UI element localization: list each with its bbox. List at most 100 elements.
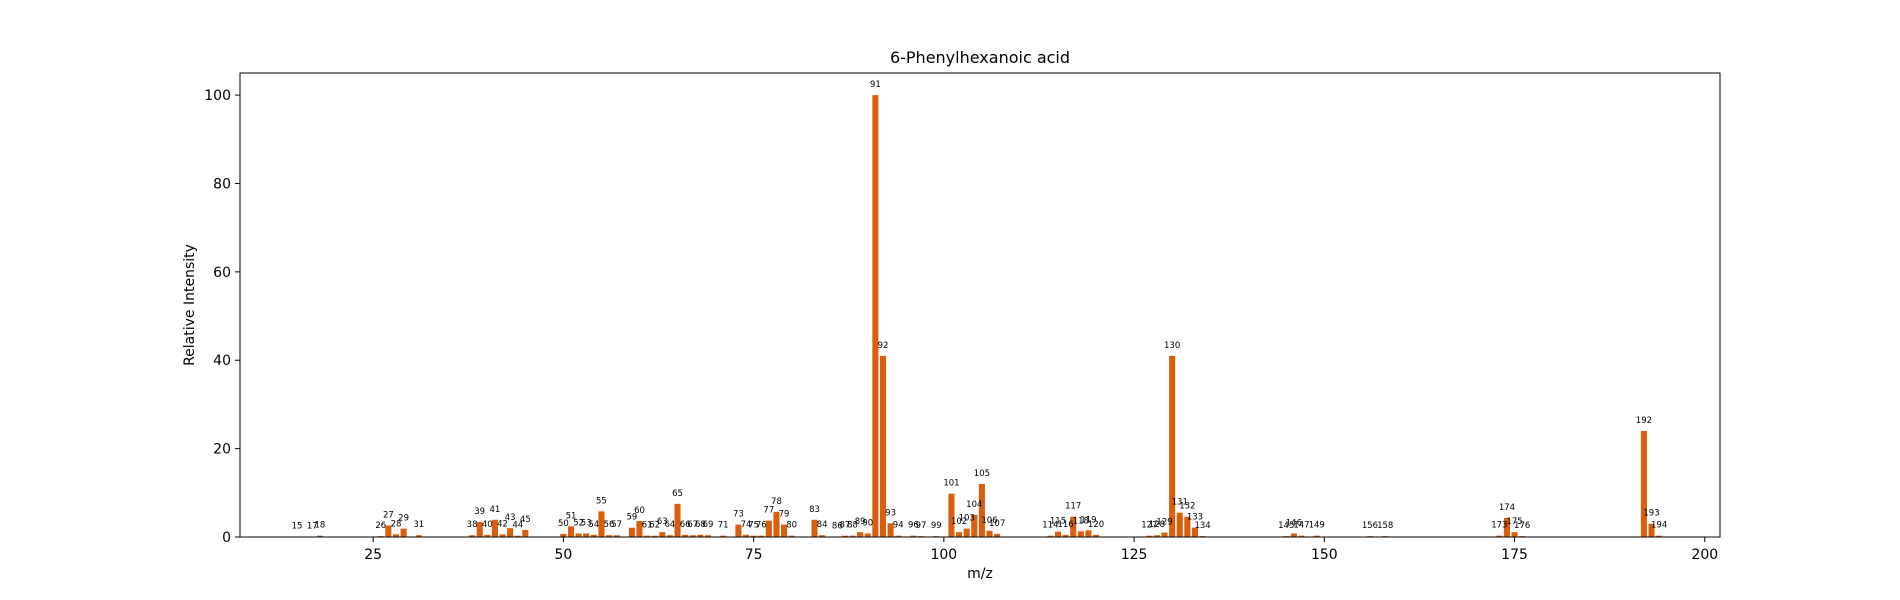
bar-mz-80 bbox=[788, 535, 795, 537]
peak-label-60: 60 bbox=[634, 506, 645, 516]
peak-label-94: 94 bbox=[893, 521, 904, 531]
bar-mz-116 bbox=[1062, 534, 1069, 537]
peak-label-51: 51 bbox=[566, 511, 577, 521]
peak-label-64: 64 bbox=[665, 520, 676, 530]
peak-label-67: 67 bbox=[687, 520, 698, 530]
peak-label-39: 39 bbox=[474, 507, 485, 517]
bar-mz-44 bbox=[514, 535, 521, 537]
peak-label-133: 133 bbox=[1187, 513, 1203, 523]
bar-mz-61 bbox=[644, 535, 651, 537]
chart-title: 6-Phenylhexanoic acid bbox=[890, 48, 1070, 67]
bar-mz-92 bbox=[879, 355, 887, 537]
peak-label-149: 149 bbox=[1309, 521, 1325, 531]
peak-label-114: 114 bbox=[1042, 521, 1058, 531]
bar-mz-192 bbox=[1640, 430, 1647, 537]
peak-label-71: 71 bbox=[718, 521, 729, 531]
peak-label-146: 146 bbox=[1286, 518, 1302, 528]
x-tick-label-200: 200 bbox=[1691, 547, 1718, 563]
bar-mz-106 bbox=[986, 530, 993, 537]
bar-mz-31 bbox=[415, 535, 422, 537]
bar-mz-65 bbox=[674, 503, 681, 537]
peak-label-31: 31 bbox=[413, 520, 424, 530]
bar-mz-117 bbox=[1070, 516, 1077, 537]
bar-mz-174 bbox=[1503, 517, 1510, 537]
peak-label-101: 101 bbox=[943, 479, 959, 489]
bar-mz-63 bbox=[659, 532, 666, 537]
bar-mz-39 bbox=[476, 521, 483, 537]
peak-label-106: 106 bbox=[981, 516, 997, 526]
bar-mz-43 bbox=[507, 528, 514, 537]
peak-label-61: 61 bbox=[642, 521, 653, 531]
peak-label-192: 192 bbox=[1636, 416, 1652, 426]
peak-label-56: 56 bbox=[604, 520, 615, 530]
peak-label-89: 89 bbox=[855, 517, 866, 527]
bar-mz-115 bbox=[1054, 531, 1062, 537]
peak-label-42: 42 bbox=[497, 519, 508, 529]
peak-label-75: 75 bbox=[748, 521, 759, 531]
plot-frame bbox=[239, 72, 1721, 538]
peak-label-156: 156 bbox=[1362, 521, 1378, 531]
bar-mz-133 bbox=[1191, 527, 1199, 537]
peak-label-107: 107 bbox=[989, 519, 1005, 529]
peak-label-57: 57 bbox=[611, 520, 622, 530]
bar-mz-91 bbox=[872, 95, 879, 537]
bar-mz-75 bbox=[750, 535, 757, 537]
peak-label-50: 50 bbox=[558, 519, 569, 529]
peak-label-193: 193 bbox=[1643, 509, 1659, 519]
y-tick-label-40: 40 bbox=[213, 353, 231, 369]
bar-mz-28 bbox=[392, 534, 400, 537]
peak-label-66: 66 bbox=[680, 520, 691, 530]
peak-label-127: 127 bbox=[1141, 521, 1157, 531]
bar-mz-76 bbox=[758, 535, 765, 537]
peak-label-120: 120 bbox=[1088, 520, 1104, 530]
peak-label-147: 147 bbox=[1293, 521, 1309, 531]
bar-mz-53 bbox=[583, 533, 590, 537]
bar-mz-129 bbox=[1161, 532, 1168, 537]
bar-mz-71 bbox=[720, 535, 727, 537]
peak-label-115: 115 bbox=[1050, 517, 1066, 527]
bar-mz-131 bbox=[1176, 512, 1183, 537]
peak-label-52: 52 bbox=[573, 518, 584, 528]
bar-mz-56 bbox=[606, 535, 613, 537]
bar-mz-103 bbox=[963, 528, 970, 537]
peak-label-83: 83 bbox=[809, 505, 820, 515]
x-axis: 25 50 75 100 125 150 175 200 bbox=[364, 537, 1718, 563]
peak-label-53: 53 bbox=[581, 518, 592, 528]
peak-label-145: 145 bbox=[1278, 521, 1294, 531]
y-tick-label-60: 60 bbox=[213, 265, 231, 281]
peak-label-96: 96 bbox=[908, 521, 919, 531]
bar-mz-50 bbox=[560, 533, 567, 537]
peak-label-43: 43 bbox=[505, 513, 516, 523]
peak-label-194: 194 bbox=[1651, 521, 1667, 531]
peak-label-45: 45 bbox=[520, 515, 531, 525]
peak-label-116: 116 bbox=[1057, 520, 1073, 530]
bar-mz-83 bbox=[811, 519, 818, 537]
peak-label-99: 99 bbox=[931, 521, 942, 531]
bar-mz-120 bbox=[1092, 534, 1100, 537]
bar-mz-90 bbox=[864, 533, 871, 537]
bar-mz-18 bbox=[316, 535, 323, 537]
peak-label-174: 174 bbox=[1499, 503, 1515, 513]
peak-label-134: 134 bbox=[1194, 521, 1210, 531]
peak-label-103: 103 bbox=[959, 514, 975, 524]
peak-label-175: 175 bbox=[1506, 517, 1522, 527]
bar-mz-55 bbox=[598, 511, 605, 537]
peak-label-26: 26 bbox=[375, 521, 386, 531]
x-tick-label-25: 25 bbox=[364, 547, 382, 563]
peak-label-176: 176 bbox=[1514, 521, 1530, 531]
y-tick-label-100: 100 bbox=[204, 88, 231, 104]
bar-mz-66 bbox=[682, 534, 689, 537]
bar-mz-127 bbox=[1146, 535, 1153, 537]
bar-mz-194 bbox=[1656, 535, 1663, 537]
bar-mz-94 bbox=[895, 535, 902, 537]
peak-label-74: 74 bbox=[741, 520, 752, 530]
peak-label-158: 158 bbox=[1377, 521, 1393, 531]
bar-mz-60 bbox=[636, 521, 643, 537]
bar-mz-132 bbox=[1184, 516, 1191, 537]
peak-label-90: 90 bbox=[862, 518, 873, 528]
peak-label-131: 131 bbox=[1172, 498, 1188, 508]
peak-label-29: 29 bbox=[398, 514, 409, 524]
bar-mz-146 bbox=[1290, 533, 1297, 537]
peak-label-117: 117 bbox=[1065, 502, 1081, 512]
